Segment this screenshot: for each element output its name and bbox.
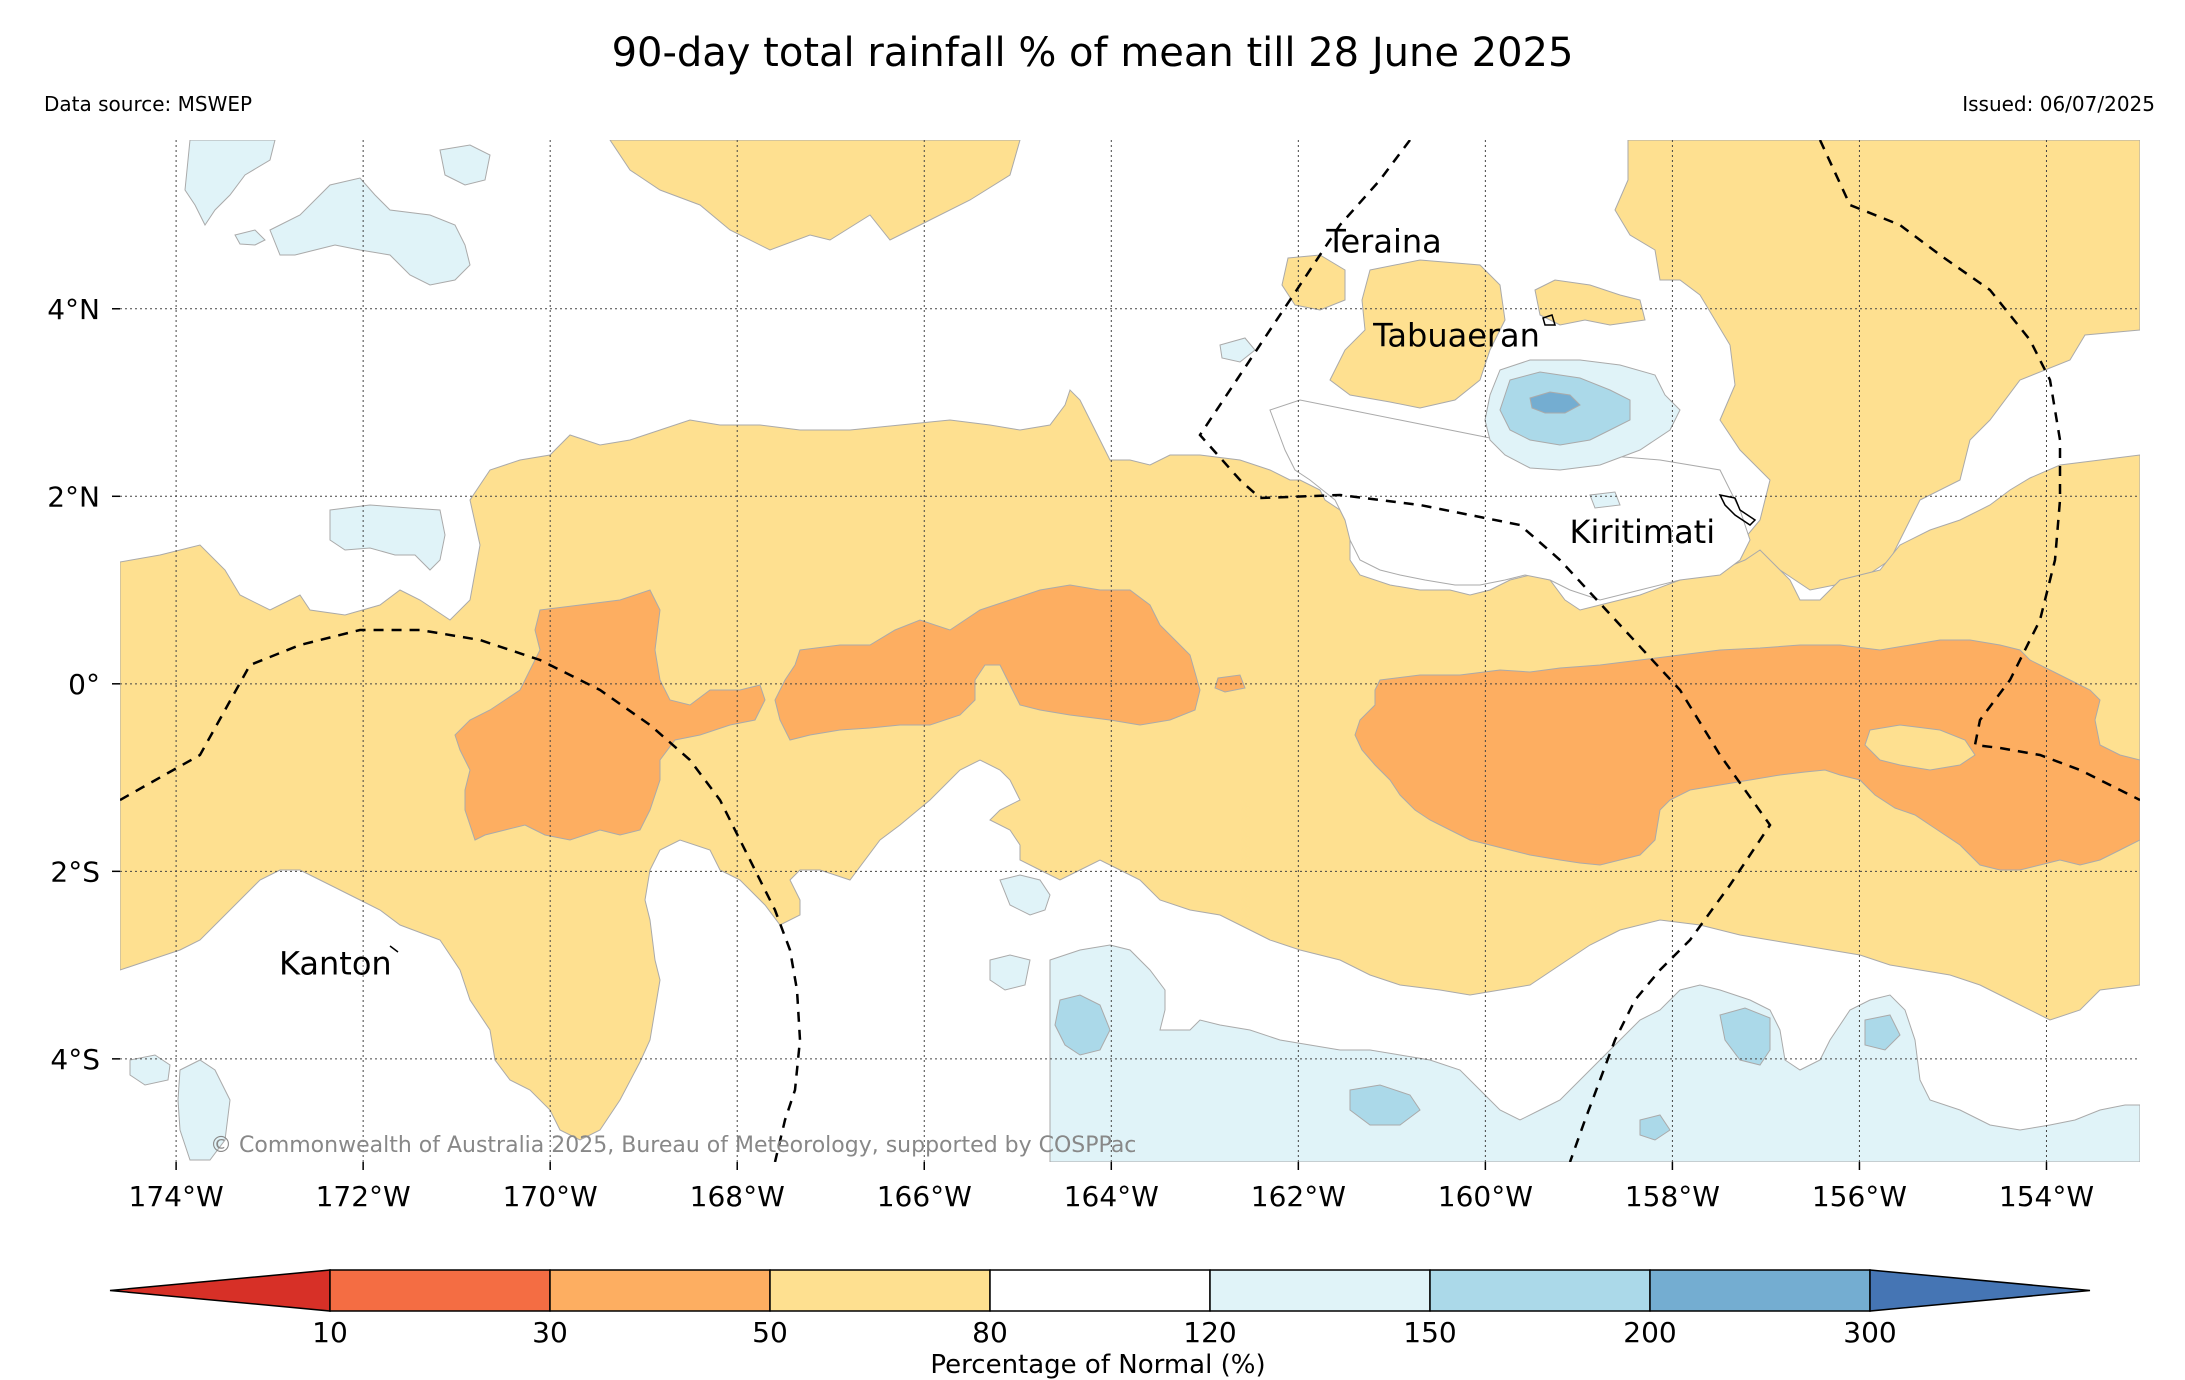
lat-tick-label: 2°N [47, 480, 100, 513]
lon-tick-label: 168°W [690, 1180, 785, 1213]
lon-tick-label: 170°W [503, 1180, 598, 1213]
contour-120-150-nw4 [439, 144, 491, 186]
lat-tick-label: 0° [68, 668, 100, 701]
eez-boundary-kanton [120, 628, 802, 1162]
map-title: 90-day total rainfall % of mean till 28 … [611, 30, 1574, 76]
contour-120-150-kanton-s [177, 1059, 231, 1161]
contour-120-150-nw1 [184, 140, 276, 226]
contour-50-80-tabuaeran [1329, 259, 1506, 409]
place-label-tabuaeran: Tabuaeran [1372, 316, 1540, 354]
lon-tick-label: 156°W [1812, 1180, 1907, 1213]
eez-boundary-line-islands [1198, 140, 1772, 1162]
copyright-notice: © Commonwealth of Australia 2025, Bureau… [210, 1133, 1136, 1158]
kiritimati-island [1718, 493, 1757, 526]
colorbar-tick-label: 120 [1183, 1316, 1236, 1349]
lon-tick-label: 174°W [129, 1180, 224, 1213]
tabuaeran-island [1542, 314, 1557, 326]
colorbar-extend-high [1869, 1269, 2091, 1312]
place-labels: Teraina Tabuaeran Kiritimati Kanton [279, 223, 1715, 983]
kanton-island [389, 945, 399, 953]
colorbar-segment [1649, 1269, 1871, 1312]
lon-tick-label: 164°W [1064, 1180, 1159, 1213]
rainfall-field [120, 140, 2140, 1162]
data-source: Data source: MSWEP [44, 92, 253, 116]
contour-30-50-central [774, 584, 1201, 741]
contour-200-300-tabuaeran-east [1529, 391, 1581, 414]
lat-tick-label: 4°N [47, 293, 100, 326]
lon-tick-label: 166°W [877, 1180, 972, 1213]
colorbar: 10 30 50 80 120 150 200 300 [109, 1269, 2091, 1349]
lon-tick-label: 154°W [1999, 1180, 2094, 1213]
contour-150-200-south5 [1639, 1114, 1671, 1141]
lon-tick-label: 162°W [1251, 1180, 1346, 1213]
island-outlines [389, 314, 1757, 953]
place-label-kiritimati: Kiritimati [1570, 513, 1716, 551]
place-label-kanton: Kanton [279, 944, 392, 982]
lat-tick-label: 2°S [50, 855, 100, 888]
lon-tick-label: 172°W [316, 1180, 411, 1213]
colorbar-tick-label: 300 [1843, 1316, 1896, 1349]
map-grid [120, 140, 2140, 1162]
colorbar-label: Percentage of Normal (%) [930, 1350, 1265, 1380]
longitude-labels: 174°W 172°W 170°W 168°W 166°W 164°W 162°W 160°W… [129, 1162, 2094, 1213]
contour-50-80-north-left [609, 140, 1021, 251]
colorbar-segment [549, 1269, 771, 1312]
colorbar-extend-low [109, 1269, 331, 1312]
contour-120-150-teraina [1219, 337, 1256, 363]
colorbar-tick-label: 80 [972, 1316, 1008, 1349]
contour-120-150-kanton-sw [129, 1054, 171, 1086]
contour-120-150-nw2 [269, 177, 471, 286]
latitude-labels: 4°N 2°N 0° 2°S 4°S [47, 293, 120, 1076]
lat-tick-label: 4°S [50, 1043, 100, 1076]
colorbar-segment [989, 1269, 1211, 1312]
contour-50-80-main [120, 389, 2140, 1141]
colorbar-tick-label: 50 [752, 1316, 788, 1349]
colorbar-segment [1209, 1269, 1431, 1312]
colorbar-tick-label: 30 [532, 1316, 568, 1349]
colorbar-segment [1429, 1269, 1651, 1312]
contour-50-80-teraina [1281, 254, 1346, 311]
contour-30-50-east [1354, 639, 2140, 871]
lon-tick-label: 160°W [1438, 1180, 1533, 1213]
contour-120-150-west [329, 504, 446, 571]
place-label-teraina: Teraina [1325, 223, 1441, 261]
colorbar-segment [329, 1269, 551, 1312]
lon-tick-label: 158°W [1625, 1180, 1720, 1213]
contour-50-80-east-hole [1864, 724, 1976, 771]
colorbar-segment [769, 1269, 991, 1312]
contour-150-200-south2 [1349, 1084, 1421, 1126]
contour-150-200-south1 [1054, 994, 1111, 1056]
eez-boundaries [120, 140, 2140, 1162]
contour-150-200-south3 [1719, 1007, 1771, 1066]
contour-120-150-south1 [1049, 944, 2140, 1162]
contour-120-150-nw3 [234, 229, 266, 246]
contour-30-50-west [454, 589, 766, 841]
contour-120-150-east-small [1589, 491, 1621, 509]
contour-150-200-south4 [1864, 1014, 1901, 1051]
issued-date: Issued: 06/07/2025 [1962, 92, 2155, 116]
colorbar-tick-label: 150 [1403, 1316, 1456, 1349]
colorbar-tick-label: 200 [1623, 1316, 1676, 1349]
eez-boundary-east [1818, 140, 2140, 802]
colorbar-tick-label: 10 [312, 1316, 348, 1349]
contour-120-150-south2 [999, 874, 1051, 916]
contour-120-150-south3 [989, 954, 1031, 991]
